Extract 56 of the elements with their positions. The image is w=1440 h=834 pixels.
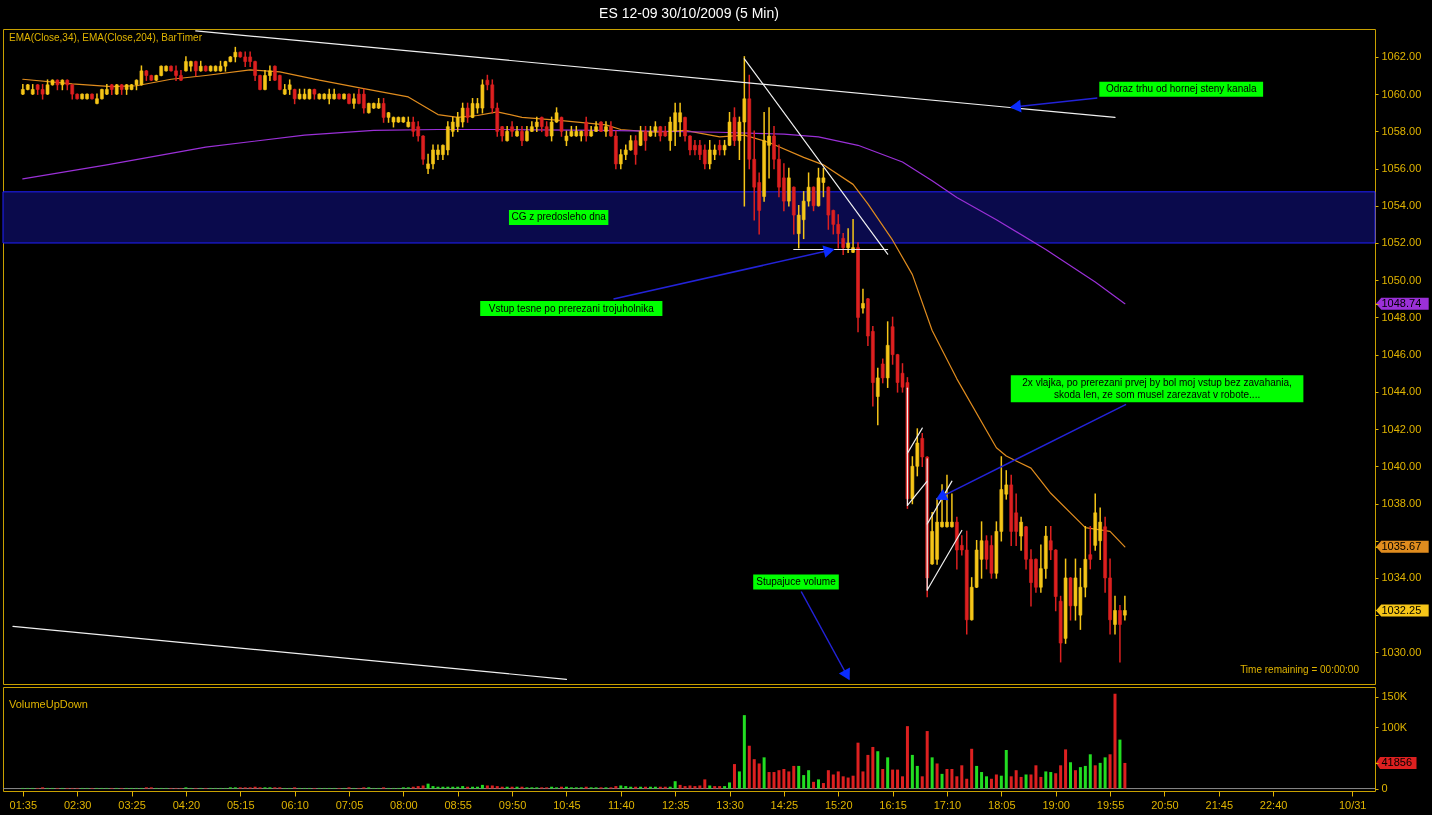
y-tick-label: 1062.00	[1381, 50, 1422, 63]
y-tick-label: 1054.00	[1381, 199, 1422, 212]
y-tick-label: 1060.00	[1381, 87, 1422, 100]
text: VolumeUpDown	[9, 698, 88, 710]
x-tick-label: 04:20	[172, 798, 201, 811]
x-tick-label: 20:50	[1151, 798, 1179, 811]
x-tick-label: 08:55	[444, 798, 472, 811]
y-tick-label: 1052.00	[1381, 236, 1422, 249]
x-tick-label: 07:05	[335, 798, 364, 811]
x-tick-label: 16:15	[879, 798, 907, 811]
y-tick-label: 1050.00	[1381, 273, 1422, 286]
x-tick-label: 11:40	[607, 798, 635, 811]
x-tick-label: 08:00	[390, 798, 418, 811]
y-tick-label: 1034.00	[1381, 571, 1422, 584]
x-tick-label: 19:55	[1096, 798, 1125, 811]
y-tick-label: 0	[1381, 782, 1388, 795]
y-tick-label: 1044.00	[1381, 385, 1422, 398]
annotation: 2x vlajka, po prerezani prvej by bol moj vstup bez zavahania, skoda len, ze som musel zarezavat v robote....	[1022, 376, 1292, 400]
x-tick-label: 10:45	[553, 798, 581, 811]
annotation: Vstup tesne po prerezani trojuholnika	[488, 302, 655, 314]
annotation: Stupajuce volume	[756, 576, 837, 587]
x-tick-label: 14:25	[770, 798, 799, 811]
x-tick-label: 13:30	[716, 798, 744, 811]
x-tick-label: 09:50	[498, 798, 527, 811]
y-tick-label: 41856	[1381, 756, 1413, 769]
y-tick-label: 1058.00	[1381, 124, 1422, 137]
x-tick-label: 05:15	[227, 798, 255, 811]
x-tick-label: 21:45	[1205, 798, 1234, 811]
x-tick-label: 18:05	[988, 798, 1016, 811]
y-tick-label: 1048.74	[1381, 297, 1422, 310]
y-tick-label: 1035.67	[1381, 540, 1422, 553]
band-label: CG z predosleho dna	[511, 211, 607, 223]
x-tick-label: 01:35	[9, 798, 38, 811]
x-tick-label: 15:20	[824, 798, 853, 811]
chart-subtitle: EMA(Close,34), EMA(Close,204), BarTimer	[9, 32, 203, 43]
y-tick-label: 150K	[1381, 690, 1408, 703]
y-tick-label: 1048.00	[1381, 310, 1422, 323]
y-tick-label: 1046.00	[1381, 348, 1422, 361]
x-tick-label: 22:40	[1259, 798, 1288, 811]
x-tick-label: 03:25	[118, 798, 146, 811]
y-tick-label: 100K	[1381, 720, 1408, 733]
x-tick-label: 02:30	[63, 798, 92, 811]
y-tick-label: 1056.00	[1381, 162, 1422, 175]
x-tick-label: 12:35	[661, 798, 690, 811]
chart-title: ES 12-09 30/10/2009 (5 Min)	[599, 5, 779, 21]
y-tick-label: 1040.00	[1381, 459, 1422, 472]
y-tick-label: 1038.00	[1381, 497, 1422, 509]
x-tick-label: 10/31	[1338, 798, 1367, 811]
y-tick-label: 1032.25	[1381, 604, 1422, 616]
annotation: Odraz trhu od hornej steny kanala	[1105, 83, 1257, 95]
x-tick-label: 19:00	[1042, 798, 1070, 811]
annotation: Time remaining = 00:00:00	[1240, 664, 1360, 675]
y-tick-label: 1042.00	[1381, 422, 1422, 435]
x-tick-label: 06:10	[281, 798, 309, 811]
y-tick-label: 1030.00	[1381, 645, 1422, 658]
x-tick-label: 17:10	[933, 798, 962, 811]
